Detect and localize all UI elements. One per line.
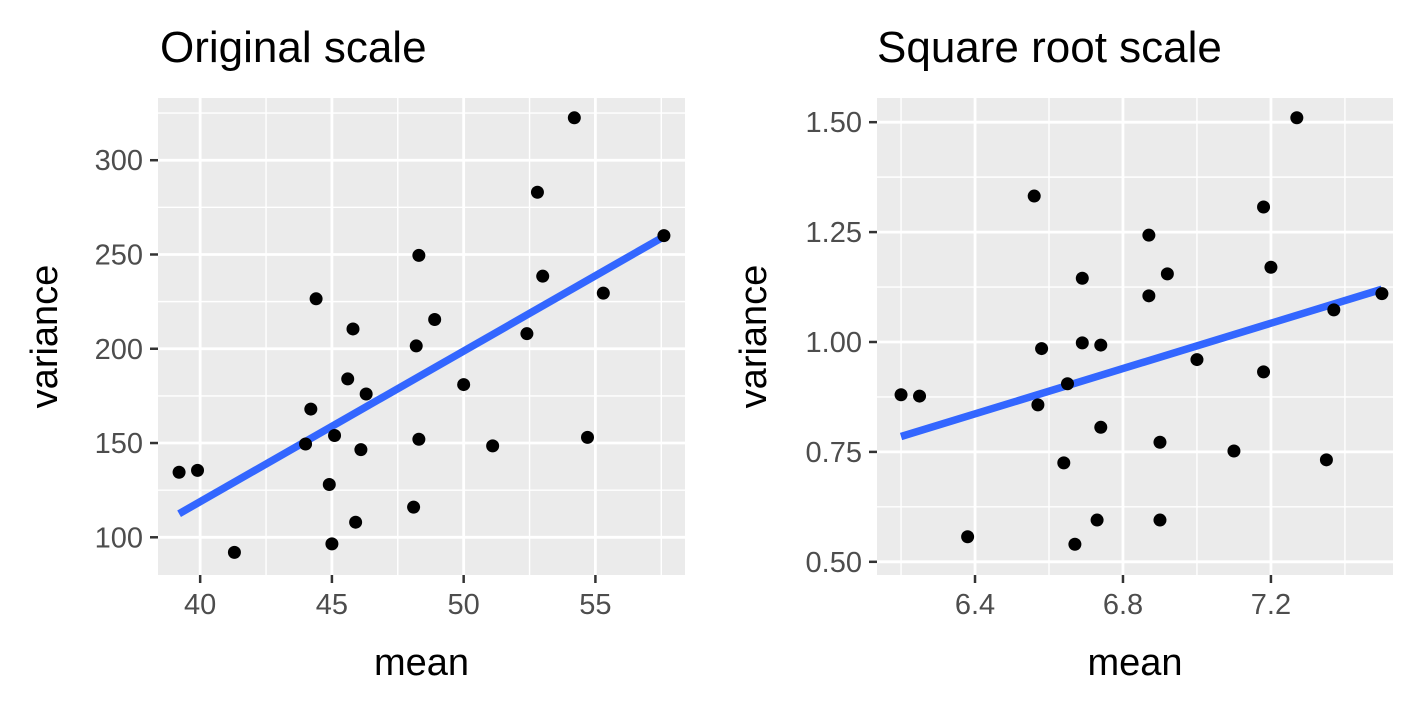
data-point <box>1142 228 1156 242</box>
data-point <box>191 463 205 477</box>
data-point <box>1190 353 1204 367</box>
x-tick-label: 6.4 <box>955 589 995 621</box>
data-point <box>1094 338 1108 352</box>
x-tick-label: 40 <box>184 589 216 621</box>
data-point <box>520 327 534 341</box>
data-point <box>913 389 927 403</box>
data-point <box>328 428 342 442</box>
y-tick-label: 250 <box>95 239 143 271</box>
data-point <box>354 443 368 457</box>
data-point <box>581 430 595 444</box>
data-point <box>1027 189 1041 203</box>
data-point <box>409 339 423 353</box>
data-point <box>1153 435 1167 449</box>
data-point <box>536 269 550 283</box>
data-point <box>309 292 323 306</box>
x-axis-title: mean <box>1087 642 1182 684</box>
y-tick-label: 0.50 <box>806 547 862 579</box>
chart-square-root-scale: 6.4 6.8 7.2 0.50 0.75 1.00 1.25 1.50 Square roo… <box>733 23 1393 684</box>
data-point <box>304 402 318 416</box>
data-point <box>428 313 442 327</box>
x-tick-label: 45 <box>316 589 348 621</box>
data-point <box>1264 260 1278 274</box>
data-point <box>227 545 241 559</box>
data-point <box>1257 365 1271 379</box>
data-point <box>1057 456 1071 470</box>
data-point <box>346 322 360 336</box>
data-point <box>299 437 313 451</box>
data-point <box>1160 267 1174 281</box>
data-point <box>1327 303 1341 317</box>
y-tick-label: 1.00 <box>806 327 862 359</box>
y-tick-label: 100 <box>95 522 143 554</box>
data-point <box>657 229 671 243</box>
data-point <box>1375 287 1389 301</box>
data-point <box>961 530 975 544</box>
axis-ticks: 6.4 6.8 7.2 0.50 0.75 1.00 1.25 1.50 <box>806 107 1292 621</box>
data-point <box>1319 453 1333 467</box>
data-point <box>1227 444 1241 458</box>
data-points <box>172 111 671 559</box>
chart-title: Original scale <box>160 23 427 72</box>
data-point <box>412 248 426 262</box>
x-tick-label: 6.8 <box>1103 589 1143 621</box>
data-point <box>1035 342 1049 356</box>
chart-original-scale: 40 45 50 55 100 150 200 250 300 Original scale m… <box>24 23 685 684</box>
data-point <box>1290 111 1304 125</box>
data-point <box>567 111 581 125</box>
data-point <box>1257 200 1271 214</box>
data-point <box>325 537 339 551</box>
y-tick-label: 300 <box>95 145 143 177</box>
panel-background <box>877 98 1393 575</box>
data-point <box>596 286 610 300</box>
data-point <box>1031 398 1045 412</box>
axis-ticks: 40 45 50 55 100 150 200 250 300 <box>95 145 612 621</box>
data-point <box>1060 377 1074 391</box>
x-axis-title: mean <box>374 642 469 684</box>
y-axis-title: variance <box>24 265 66 409</box>
data-point <box>486 439 500 453</box>
data-point <box>1153 513 1167 527</box>
y-tick-label: 200 <box>95 334 143 366</box>
y-tick-label: 1.50 <box>806 107 862 139</box>
regression-line <box>177 233 666 517</box>
data-point <box>1142 289 1156 303</box>
data-point <box>359 387 373 401</box>
data-point <box>894 388 908 402</box>
y-tick-label: 0.75 <box>806 437 862 469</box>
x-tick-label: 55 <box>579 589 611 621</box>
data-point <box>341 372 355 386</box>
data-point <box>1075 271 1089 285</box>
x-tick-label: 50 <box>448 589 480 621</box>
x-tick-label: 7.2 <box>1251 589 1291 621</box>
data-point <box>1090 513 1104 527</box>
gridlines <box>877 98 1393 575</box>
data-point <box>349 515 363 529</box>
regression-line <box>899 285 1384 441</box>
chart-title: Square root scale <box>877 23 1222 72</box>
data-point <box>322 478 336 492</box>
data-point <box>457 378 471 392</box>
y-tick-label: 150 <box>95 428 143 460</box>
data-point <box>412 432 426 446</box>
y-tick-label: 1.25 <box>806 217 862 249</box>
data-point <box>172 465 186 479</box>
data-point <box>1094 420 1108 434</box>
data-point <box>1068 537 1082 551</box>
data-points <box>894 111 1389 551</box>
data-point <box>530 185 544 199</box>
panel-background <box>158 98 685 575</box>
data-point <box>1075 336 1089 350</box>
data-point <box>407 500 421 514</box>
y-axis-title: variance <box>733 265 775 409</box>
